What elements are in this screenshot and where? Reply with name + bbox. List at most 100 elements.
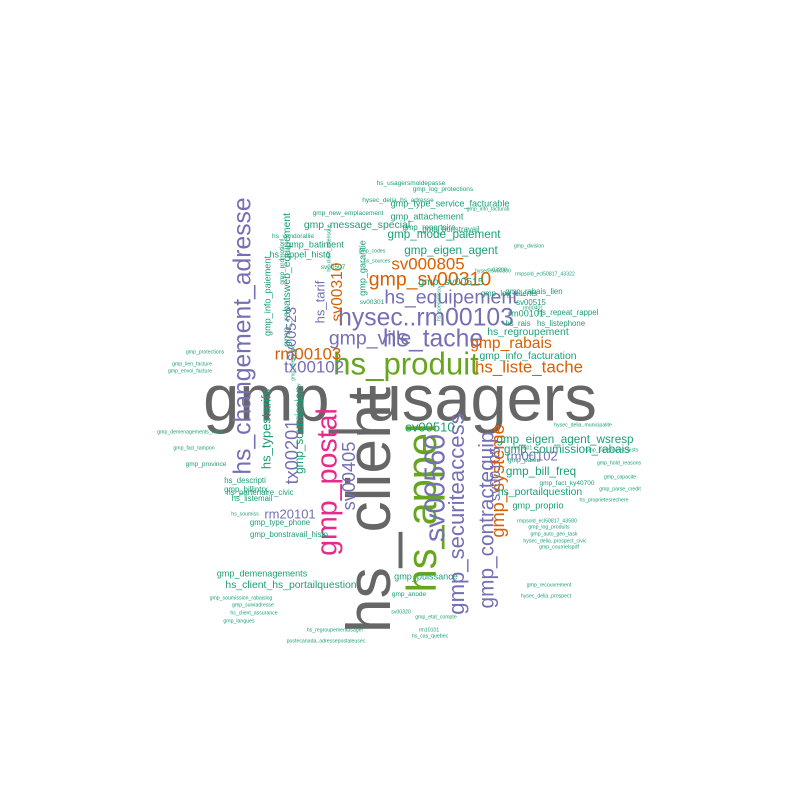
cloud-word: gmp_capacite (603, 474, 637, 481)
cloud-word: rm00102 (506, 448, 558, 464)
cloud-word: gmp_sv00515 (418, 276, 484, 288)
cloud-word: gmp_promotion (278, 239, 286, 285)
cloud-word: gmp_rabais (470, 335, 552, 353)
cloud-word: gmp_parse_credit (599, 486, 641, 493)
cloud-word: gmp_log_clients (480, 289, 538, 299)
cloud-word: hs_usagersmoldepasse (376, 179, 446, 187)
cloud-word: gmp_batiment (286, 239, 344, 250)
cloud-word: gmp_type_service_facturable (390, 198, 510, 209)
cloud-word: rm10801 (511, 445, 533, 452)
cloud-word: rm00101 (508, 308, 544, 319)
cloud-word: gmp_soumission_rabaislog (209, 595, 273, 602)
cloud-word: sv00507 (320, 263, 346, 271)
cloud-word: gmp_bonstravail (422, 225, 480, 235)
cloud-word: gmp_repertoire (402, 223, 456, 233)
cloud-word: gmp_courrielspdf (539, 544, 579, 551)
cloud-word: rm10101 (418, 627, 440, 634)
cloud-word: tx00102 (283, 357, 345, 377)
cloud-word: hs_partenaire_civic (226, 488, 294, 498)
cloud-word: rm00103 (274, 344, 342, 364)
cloud-word: gmp_fact_ky40700 (539, 479, 595, 487)
cloud-word: hs_produit (333, 346, 479, 382)
cloud-word: hs_portailquestion (497, 486, 583, 498)
cloud-word: hs_listephone (536, 319, 586, 329)
cloud-word: rm00401 (522, 305, 544, 312)
cloud-word: hysec..sv00300 (474, 268, 512, 275)
cloud-word: hs_regroupement (487, 326, 569, 338)
cloud-word: gmp_billintrx (224, 485, 268, 495)
cloud-word: gmp_partenaires_histo (585, 447, 639, 454)
cloud-word: hysec..rm00103 (338, 304, 514, 332)
cloud-word: gmp_hold_reasons (596, 460, 642, 467)
cloud-word: sv00515 (516, 298, 546, 308)
cloud-word: gmp_province (185, 460, 227, 468)
cloud-word: gmp_mode_paiement (387, 228, 501, 242)
cloud-word: hs_cas_quebec (411, 633, 449, 640)
cloud-word: sv03200 (487, 267, 507, 274)
cloud-word: gmp_eigen_agent (404, 244, 498, 258)
cloud-word: gmp_new_emplacement (312, 209, 384, 217)
cloud-word: gmp_info_facturation (479, 350, 577, 362)
cloud-word: gmp_proprio (512, 500, 564, 511)
cloud-word: sv00510 (405, 419, 455, 435)
cloud-word: hs_client_asterisque (326, 224, 333, 272)
cloud-word: sv00320 (391, 609, 411, 616)
cloud-word: hs_vendorallie (272, 232, 314, 240)
cloud-word: hs_descripti (224, 476, 266, 486)
cloud-word: hs_tarif_fichier (296, 383, 303, 417)
cloud-word: hs_liste_tache (475, 357, 583, 377)
cloud-word: hs_specialisco (436, 287, 443, 321)
cloud-word: hs_soumiss (231, 511, 259, 518)
cloud-word: gmp_bonstravail_histo (249, 530, 329, 540)
cloud-word: gmp_suiviadresse (232, 602, 274, 609)
cloud-word: gmp_etat_compte (415, 614, 457, 621)
cloud-word: hs_equipement (384, 286, 518, 309)
cloud-word: gmp_demenagements (216, 568, 308, 579)
cloud-word: gmp_bill_freq (505, 465, 577, 479)
cloud-word: gmp_usagers (203, 361, 597, 435)
cloud-word: rm20101 (264, 506, 316, 522)
cloud-word: gmp_telephone (290, 345, 297, 381)
cloud-word: hysec_delia..municipalite (554, 422, 612, 429)
cloud-word: gmp_attachement (390, 211, 464, 222)
cloud-word: gmp_message_special (303, 219, 411, 231)
cloud-word: gmp_info_facturati (466, 206, 510, 213)
cloud-word: gmp_securiteaccess (443, 413, 469, 615)
cloud-word: hysec_delia..hs_adresse (362, 196, 434, 204)
cloud-word: hs_rais (505, 319, 531, 329)
cloud-word: gmp_eigen_agent_wsresp (496, 433, 634, 447)
cloud-word: gmp_sv00310 (368, 268, 492, 291)
cloud-word: gmp_protections (185, 349, 225, 356)
cloud-word: gmp_lien_facture (172, 361, 212, 368)
cloud-word: gmp_puissance (394, 571, 458, 582)
cloud-word: gmp_envoi_facture (167, 368, 213, 375)
cloud-word: gmp_facl_tampon (173, 445, 215, 452)
cloud-word: postecanada..adressepostaleusec (286, 638, 366, 645)
cloud-word: hysec_delia..prospect (520, 593, 572, 600)
cloud-word: gmp_rabais_lien (505, 287, 563, 297)
cloud-word: gmp_auto_gen_task (530, 531, 578, 538)
cloud-word: gmp_log_protections (412, 185, 474, 193)
cloud-word: rmpsold_ecl50817_43322 (515, 271, 575, 278)
cloud-word: gmp_paieu (507, 456, 541, 464)
cloud-word: gmp_info_paiement (262, 256, 273, 336)
cloud-word: hs_client_hs_portailquestion (225, 579, 357, 591)
cloud-word: hs_regroupementusager (306, 627, 364, 634)
cloud-word: hs_repeat_rappel (537, 308, 599, 318)
cloud-word: gmp_anode (391, 590, 427, 598)
cloud-word: gmp_recouvrement (526, 582, 572, 589)
cloud-word: gmp_type_phone (249, 518, 311, 528)
cloud-word: sv00301 (359, 298, 385, 306)
cloud-word: hs_changement_adresse (229, 197, 257, 475)
cloud-word: gmp_codes (358, 248, 386, 255)
cloud-word: hs_proprietesrechere (579, 497, 629, 504)
cloud-word: gmp_demenagements_histo (157, 429, 223, 436)
cloud-word: sv00405 (338, 441, 359, 511)
cloud-word: hs_tache (382, 325, 484, 353)
cloud-word: gmp_langues (223, 618, 255, 625)
cloud-word: gmp_division (513, 243, 545, 250)
cloud-word: hs_tarif (312, 280, 328, 324)
cloud-word: hs_typestarifs (258, 388, 274, 470)
cloud-word: gmp_soumission_rabais (503, 443, 631, 457)
